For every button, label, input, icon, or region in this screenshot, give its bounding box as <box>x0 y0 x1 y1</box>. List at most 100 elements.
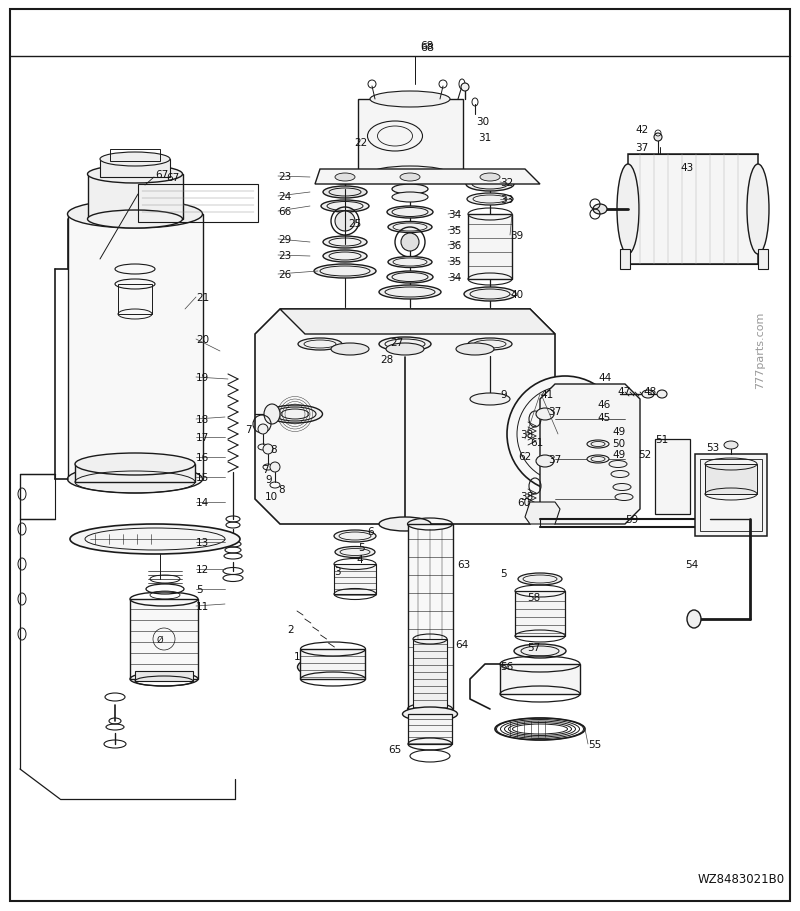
Ellipse shape <box>747 165 769 255</box>
Text: 56: 56 <box>500 661 514 671</box>
Text: 59: 59 <box>625 515 638 525</box>
Ellipse shape <box>611 471 629 478</box>
Bar <box>408 714 452 744</box>
Text: 34: 34 <box>448 210 462 220</box>
Circle shape <box>553 423 577 446</box>
Text: 63: 63 <box>457 559 470 569</box>
Ellipse shape <box>587 441 609 448</box>
Bar <box>75 465 195 483</box>
Text: 26: 26 <box>278 270 291 280</box>
Ellipse shape <box>617 165 639 255</box>
Polygon shape <box>540 384 640 525</box>
Ellipse shape <box>298 656 362 679</box>
Text: 47: 47 <box>617 386 630 396</box>
Text: 16: 16 <box>196 453 210 463</box>
Bar <box>515 591 565 636</box>
Bar <box>758 250 768 270</box>
Text: WZ8483021B0: WZ8483021B0 <box>698 873 785 885</box>
Text: 7: 7 <box>262 465 269 475</box>
Text: 18: 18 <box>196 415 210 425</box>
Text: 33: 33 <box>500 195 514 205</box>
Ellipse shape <box>379 286 441 300</box>
Ellipse shape <box>331 343 369 355</box>
Text: 23: 23 <box>278 251 291 261</box>
Ellipse shape <box>319 171 371 185</box>
Bar <box>100 159 170 178</box>
Text: 49: 49 <box>612 449 626 459</box>
Ellipse shape <box>70 525 240 555</box>
Text: 2: 2 <box>287 624 294 634</box>
Ellipse shape <box>467 194 513 206</box>
Ellipse shape <box>687 610 701 629</box>
Ellipse shape <box>335 174 355 182</box>
Text: 67: 67 <box>155 169 168 179</box>
Ellipse shape <box>386 343 424 355</box>
Ellipse shape <box>609 461 627 468</box>
Text: 57: 57 <box>527 642 540 652</box>
Text: 34: 34 <box>448 272 462 282</box>
Text: 37: 37 <box>548 406 562 416</box>
Text: 29: 29 <box>278 235 291 245</box>
Ellipse shape <box>468 339 512 351</box>
Ellipse shape <box>298 339 342 351</box>
Bar <box>20 475 55 519</box>
Ellipse shape <box>657 391 667 399</box>
Text: 49: 49 <box>612 426 626 436</box>
Text: 51: 51 <box>655 435 668 445</box>
Text: 15: 15 <box>196 473 210 483</box>
Bar <box>300 650 365 680</box>
Text: 9: 9 <box>265 475 272 485</box>
Circle shape <box>258 425 268 435</box>
Circle shape <box>507 376 623 493</box>
Text: 62: 62 <box>518 452 531 462</box>
Ellipse shape <box>264 404 280 425</box>
Text: Ø: Ø <box>157 635 163 644</box>
Text: 28: 28 <box>380 354 394 364</box>
Bar <box>500 664 580 694</box>
Text: 6: 6 <box>367 527 374 537</box>
Text: 20: 20 <box>196 334 209 344</box>
Text: 5: 5 <box>358 542 365 552</box>
Circle shape <box>401 234 419 251</box>
Ellipse shape <box>392 193 428 203</box>
Ellipse shape <box>267 405 322 424</box>
Text: 68: 68 <box>420 41 434 51</box>
Ellipse shape <box>480 174 500 182</box>
Bar <box>700 459 762 531</box>
Bar <box>705 465 757 495</box>
Text: 53: 53 <box>706 443 719 453</box>
Text: 64: 64 <box>455 640 468 650</box>
Text: 37: 37 <box>635 143 648 153</box>
Text: 40: 40 <box>510 290 523 300</box>
Text: 58: 58 <box>527 592 540 602</box>
Ellipse shape <box>323 251 367 262</box>
Text: 42: 42 <box>635 125 648 135</box>
Ellipse shape <box>516 432 540 447</box>
Ellipse shape <box>87 166 182 184</box>
Text: 54: 54 <box>685 559 698 569</box>
Text: 32: 32 <box>500 178 514 188</box>
Text: 36: 36 <box>448 241 462 251</box>
Text: 23: 23 <box>278 172 291 182</box>
Text: 66: 66 <box>278 207 291 217</box>
Ellipse shape <box>724 442 738 449</box>
Bar <box>413 640 447 714</box>
Ellipse shape <box>335 547 375 558</box>
Text: 14: 14 <box>196 497 210 507</box>
Ellipse shape <box>388 222 432 233</box>
Ellipse shape <box>464 288 516 302</box>
Text: 12: 12 <box>196 565 210 574</box>
Ellipse shape <box>536 456 554 467</box>
Ellipse shape <box>67 200 202 229</box>
Circle shape <box>263 445 273 455</box>
Polygon shape <box>280 310 555 334</box>
Text: 4: 4 <box>356 555 362 565</box>
Text: 43: 43 <box>680 163 694 173</box>
Text: 41: 41 <box>540 390 554 400</box>
Ellipse shape <box>87 210 182 229</box>
Bar <box>68 215 203 479</box>
Circle shape <box>335 211 355 231</box>
Text: 38: 38 <box>520 491 534 501</box>
Ellipse shape <box>456 343 494 355</box>
Ellipse shape <box>323 237 367 249</box>
